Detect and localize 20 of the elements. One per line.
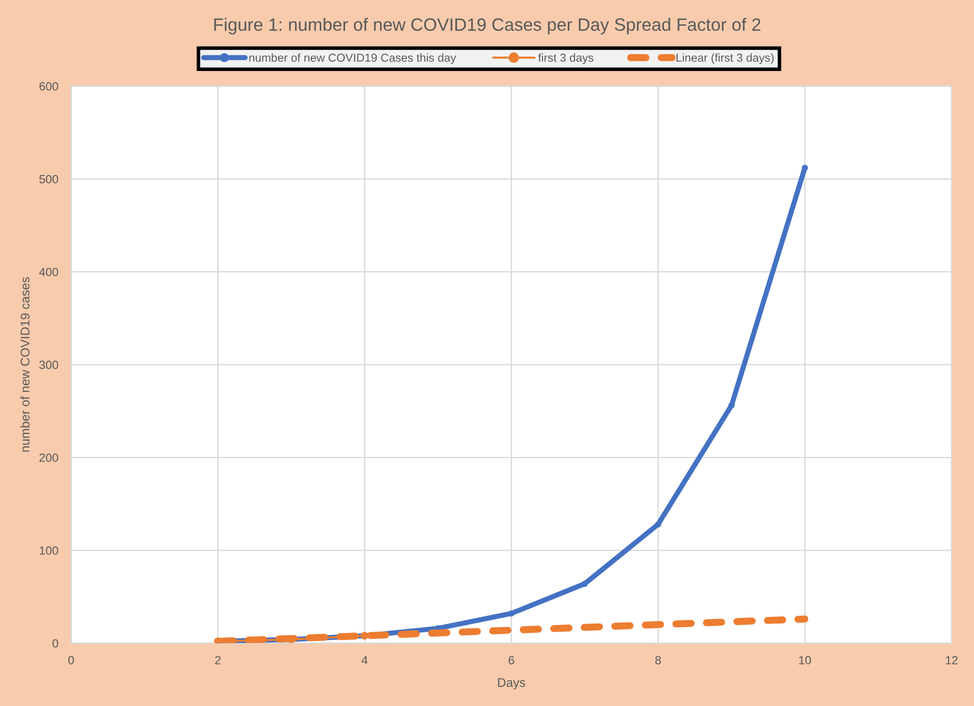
x-tick-label: 10 [799,656,811,664]
chart-title: Figure 1: number of new COVID19 Cases per Day Spread Factor of 2 [214,18,760,34]
x-axis-title: Days [498,678,526,690]
x-tick-label: 2 [215,656,221,664]
y-tick-label: 300 [39,360,58,370]
y-tick-label: 400 [39,268,58,276]
legend-label: first 3 days [538,53,594,64]
x-tick-label: 6 [508,656,514,664]
y-tick-label: 200 [40,454,58,462]
x-tick-label: 4 [362,656,368,664]
y-tick-label: 0 [52,639,58,648]
x-tick-label: 12 [946,656,958,664]
y-axis-title: number of new COVID19 cases [20,277,30,452]
x-tick-label: 8 [655,656,661,664]
y-tick-label: 600 [40,82,58,91]
legend-label: Linear (first 3 days) [676,53,774,64]
y-tick-label: 100 [40,546,58,555]
x-tick-label: 0 [68,656,74,664]
y-tick-label: 500 [39,175,58,184]
legend-label: number of new COVID19 Cases this day [249,53,456,64]
